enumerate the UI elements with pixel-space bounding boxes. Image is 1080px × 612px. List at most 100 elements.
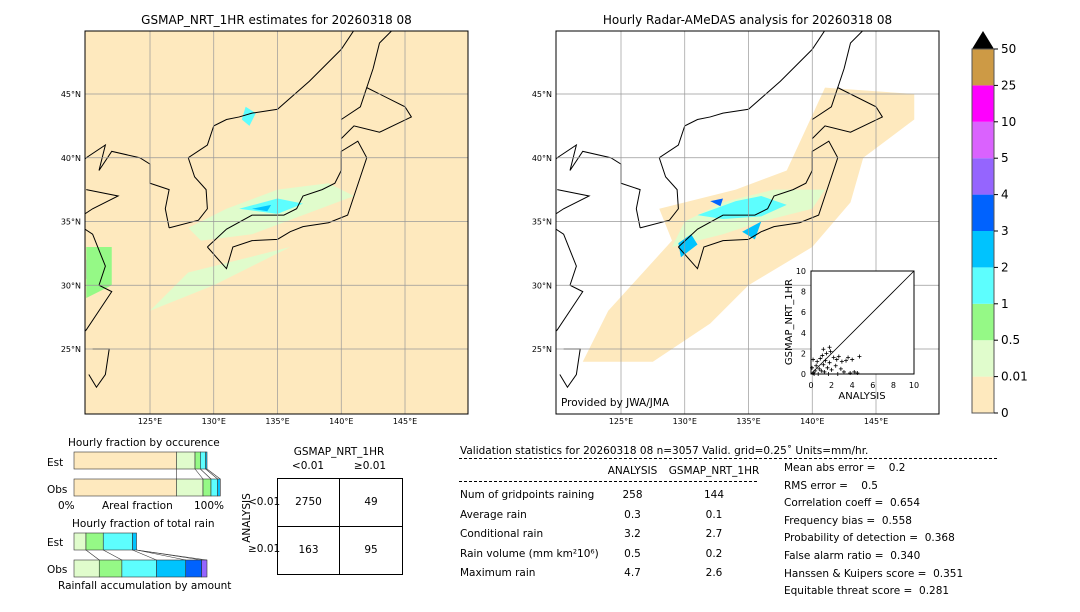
rain-fraction-connector <box>85 549 100 561</box>
scatter-point <box>822 369 827 374</box>
coastline-hokkaido <box>340 86 413 139</box>
divider <box>459 481 757 482</box>
lon-tick-label: 125°E <box>138 417 162 426</box>
rain-area-moderate <box>241 106 256 126</box>
scatter-point <box>813 368 818 373</box>
scatter-point <box>825 365 830 370</box>
score-item: Hanssen & Kuipers score = 0.351 <box>784 567 964 580</box>
stats-g: 0.1 <box>705 508 723 521</box>
scatter-point <box>844 358 849 363</box>
rain-fraction-connector <box>136 549 208 561</box>
colorbar-segment <box>972 303 994 341</box>
occurrence-title: Hourly fraction by occurence <box>68 437 220 449</box>
lat-tick-label: 45°N <box>532 90 552 99</box>
lon-tick-label: 135°E <box>736 417 760 426</box>
colorbar-label: 3 <box>1001 224 1009 238</box>
contingency-table: 2750 49 163 95 <box>277 478 403 575</box>
rain-fraction-connector <box>136 549 186 561</box>
scatter-point <box>855 370 860 375</box>
scatter-point <box>828 349 833 354</box>
coastline-sakhalin <box>837 31 864 88</box>
score-item: Probability of detection = 0.368 <box>784 532 955 545</box>
lat-tick-label: 30°N <box>61 281 81 290</box>
occurrence-bar-segment <box>210 478 218 497</box>
occurrence-bar-segment <box>217 478 221 497</box>
map-content <box>556 31 939 414</box>
occurrence-bar-segment <box>176 451 196 470</box>
score-item: False alarm ratio = 0.340 <box>784 550 921 562</box>
scatter-y-tick: 6 <box>801 308 806 317</box>
scatter-x-tick: 8 <box>891 381 896 390</box>
colorbar-label: 10 <box>1001 115 1016 129</box>
occurrence-bar-segment <box>176 478 204 497</box>
occurrence-connector <box>205 468 218 480</box>
colorbar-label: 5 <box>1001 151 1009 165</box>
lat-tick-label: 35°N <box>532 218 552 227</box>
score-item: Equitable threat score = 0.281 <box>784 585 950 598</box>
scatter-point <box>827 360 832 365</box>
scatter-ylabel: GSMAP_NRT_1HR <box>784 279 795 365</box>
lon-tick-label: 140°E <box>800 417 824 426</box>
coastline-china <box>85 189 120 332</box>
colorbar-label: 25 <box>1001 78 1016 92</box>
cell-hit: 95 <box>364 544 378 557</box>
lon-tick-label: 145°E <box>393 417 417 426</box>
scatter-point <box>811 357 816 362</box>
lat-tick-label: 25°N <box>532 345 552 354</box>
scatter-point <box>831 355 836 360</box>
rain-fraction-bar-segment <box>201 559 208 578</box>
lat-tick-label: 30°N <box>532 281 552 290</box>
rain-area-heavy <box>742 221 762 240</box>
scatter-point <box>846 355 851 360</box>
colorbar-label: 1 <box>1001 297 1009 311</box>
scatter-point <box>835 372 840 376</box>
colorbar-label: 0.01 <box>1001 370 1028 384</box>
scatter-y-tick: 4 <box>801 329 806 338</box>
scatter-point <box>821 362 826 367</box>
rain-fraction-bar-segment <box>98 559 123 578</box>
colorbar-label: 2 <box>1001 260 1009 274</box>
rain-area-light <box>150 234 316 311</box>
occurrence-connector <box>206 468 221 480</box>
occurrence-bar-segment <box>194 451 201 470</box>
rain-area-intense <box>710 198 723 207</box>
scatter-x-tick: 10 <box>909 381 919 390</box>
credit-text: Provided by JWA/JMA <box>561 397 670 409</box>
lon-tick-label: 125°E <box>609 417 633 426</box>
occurrence-bar-segment <box>200 451 206 470</box>
scatter-point <box>810 365 815 370</box>
colorbar-segment <box>972 121 994 159</box>
rain-fraction-bar-segment <box>73 559 100 578</box>
scatter-point <box>833 363 838 368</box>
rain-fraction-bar-segment <box>73 532 87 551</box>
stats-g: 2.6 <box>705 567 723 579</box>
occ-x100: 100% <box>194 500 225 512</box>
scatter-point <box>839 359 844 364</box>
scatter-point <box>814 363 819 368</box>
stats-a: 0.5 <box>624 547 641 560</box>
scatter-y-tick: 2 <box>801 349 806 358</box>
scatter-y-tick: 10 <box>796 267 806 276</box>
stats-g: 144 <box>703 489 725 501</box>
col-header-2: ≥0.01 <box>353 460 387 472</box>
map-frame <box>555 30 940 415</box>
scatter-point <box>821 347 826 352</box>
map-content <box>85 31 468 414</box>
occurrence-bar-segment <box>73 451 177 470</box>
rain-fraction-bar-segment <box>102 532 133 551</box>
lon-tick-label: 140°E <box>329 417 353 426</box>
scatter-point <box>818 356 823 361</box>
scatter-point <box>836 354 841 359</box>
colorbar-segment <box>972 194 994 231</box>
scatter-point <box>848 370 853 375</box>
colorbar-extend-arrow <box>972 31 994 49</box>
colorbar-label: 0 <box>1001 406 1009 420</box>
stats-label: Average rain <box>460 508 527 521</box>
rain-fraction-bar-segment <box>85 532 104 551</box>
lon-tick-label: 130°E <box>202 417 226 426</box>
scatter-point <box>820 353 825 358</box>
lat-tick-label: 35°N <box>61 218 81 227</box>
rain-area-moderate <box>239 198 303 214</box>
divider <box>459 458 997 459</box>
